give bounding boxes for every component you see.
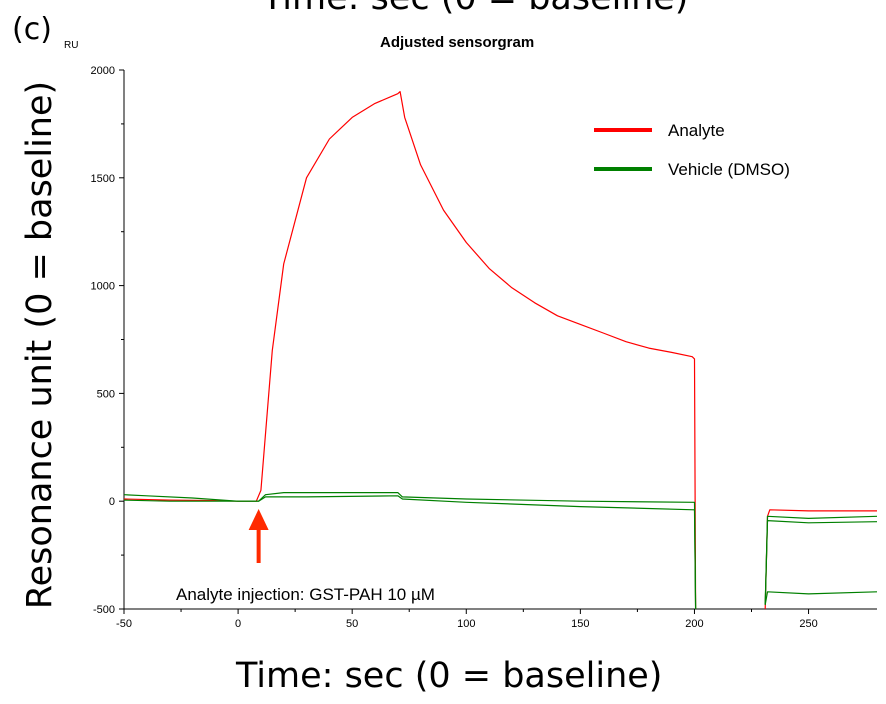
annotation: Analyte injection: GST-PAH 10 µM <box>176 509 435 604</box>
series-layer <box>123 91 878 610</box>
series-line-vehicle-2 <box>123 495 697 610</box>
unit-label: RU <box>64 40 79 51</box>
series-line-vehicle-4 <box>764 520 878 605</box>
legend-label: Vehicle (DMSO) <box>668 160 790 179</box>
y-tick-label: 1000 <box>91 281 115 293</box>
series-line-vehicle-1 <box>123 492 697 610</box>
series-line-analyte-main <box>123 91 697 610</box>
x-tick-label: -50 <box>116 618 132 630</box>
y-tick-label: 0 <box>109 496 115 508</box>
x-tick-label: 0 <box>235 618 241 630</box>
chart-title: Adjusted sensorgram <box>380 34 535 51</box>
annotation-label: Analyte injection: GST-PAH 10 µM <box>176 585 435 604</box>
series-line-analyte-rebound <box>764 509 877 610</box>
legend: Analyte Vehicle (DMSO) <box>594 121 790 179</box>
panel-label: (c) <box>12 12 52 47</box>
x-tick-label: 100 <box>457 618 475 630</box>
series-line-vehicle-3 <box>764 515 878 605</box>
x-axis-title: Time: sec (0 = baseline) <box>236 656 663 696</box>
injection-arrow-head <box>248 509 269 530</box>
x-tick-label: 150 <box>571 618 589 630</box>
legend-label: Analyte <box>668 121 725 140</box>
x-tick-label: 250 <box>799 618 817 630</box>
y-tick-label: 1500 <box>91 173 115 185</box>
x-tick-label: 50 <box>346 618 358 630</box>
clipped-figure-title: Time: sec (0 = baseline) <box>262 0 688 18</box>
y-tick-label: -500 <box>93 604 115 616</box>
series-line-vehicle-5 <box>764 591 878 605</box>
x-tick-label: 200 <box>685 618 703 630</box>
y-tick-label: 500 <box>97 388 115 400</box>
y-tick-label: 2000 <box>91 65 115 77</box>
